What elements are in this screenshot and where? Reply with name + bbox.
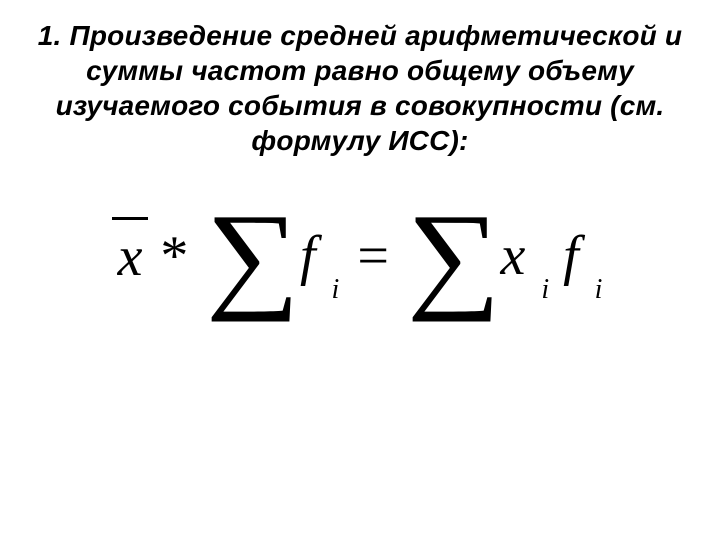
- lhs-sum-f: ∑ f i: [206, 208, 339, 304]
- sigma-symbol-lhs: ∑: [206, 208, 300, 304]
- lhs-xbar-term: x: [118, 227, 143, 285]
- sigma-symbol-rhs: ∑: [407, 208, 501, 304]
- subscript-i-rhs-x: i: [541, 276, 549, 304]
- equals-operator: =: [357, 228, 389, 284]
- x-bar-variable: x: [118, 227, 143, 285]
- f-variable-lhs: f: [300, 228, 316, 284]
- x-variable-rhs: x: [500, 228, 525, 284]
- formula-equation: x * ∑ f i = ∑ x i f i: [118, 208, 603, 304]
- heading-text: 1. Произведение средней арифметической и…: [30, 18, 690, 158]
- rhs-sum-xf: ∑ x i f i: [407, 208, 603, 304]
- multiply-operator: *: [160, 228, 188, 284]
- subscript-i-rhs-f: i: [595, 276, 603, 304]
- slide-page: 1. Произведение средней арифметической и…: [0, 0, 720, 540]
- f-variable-rhs: f: [563, 228, 579, 284]
- subscript-i-lhs: i: [332, 276, 340, 304]
